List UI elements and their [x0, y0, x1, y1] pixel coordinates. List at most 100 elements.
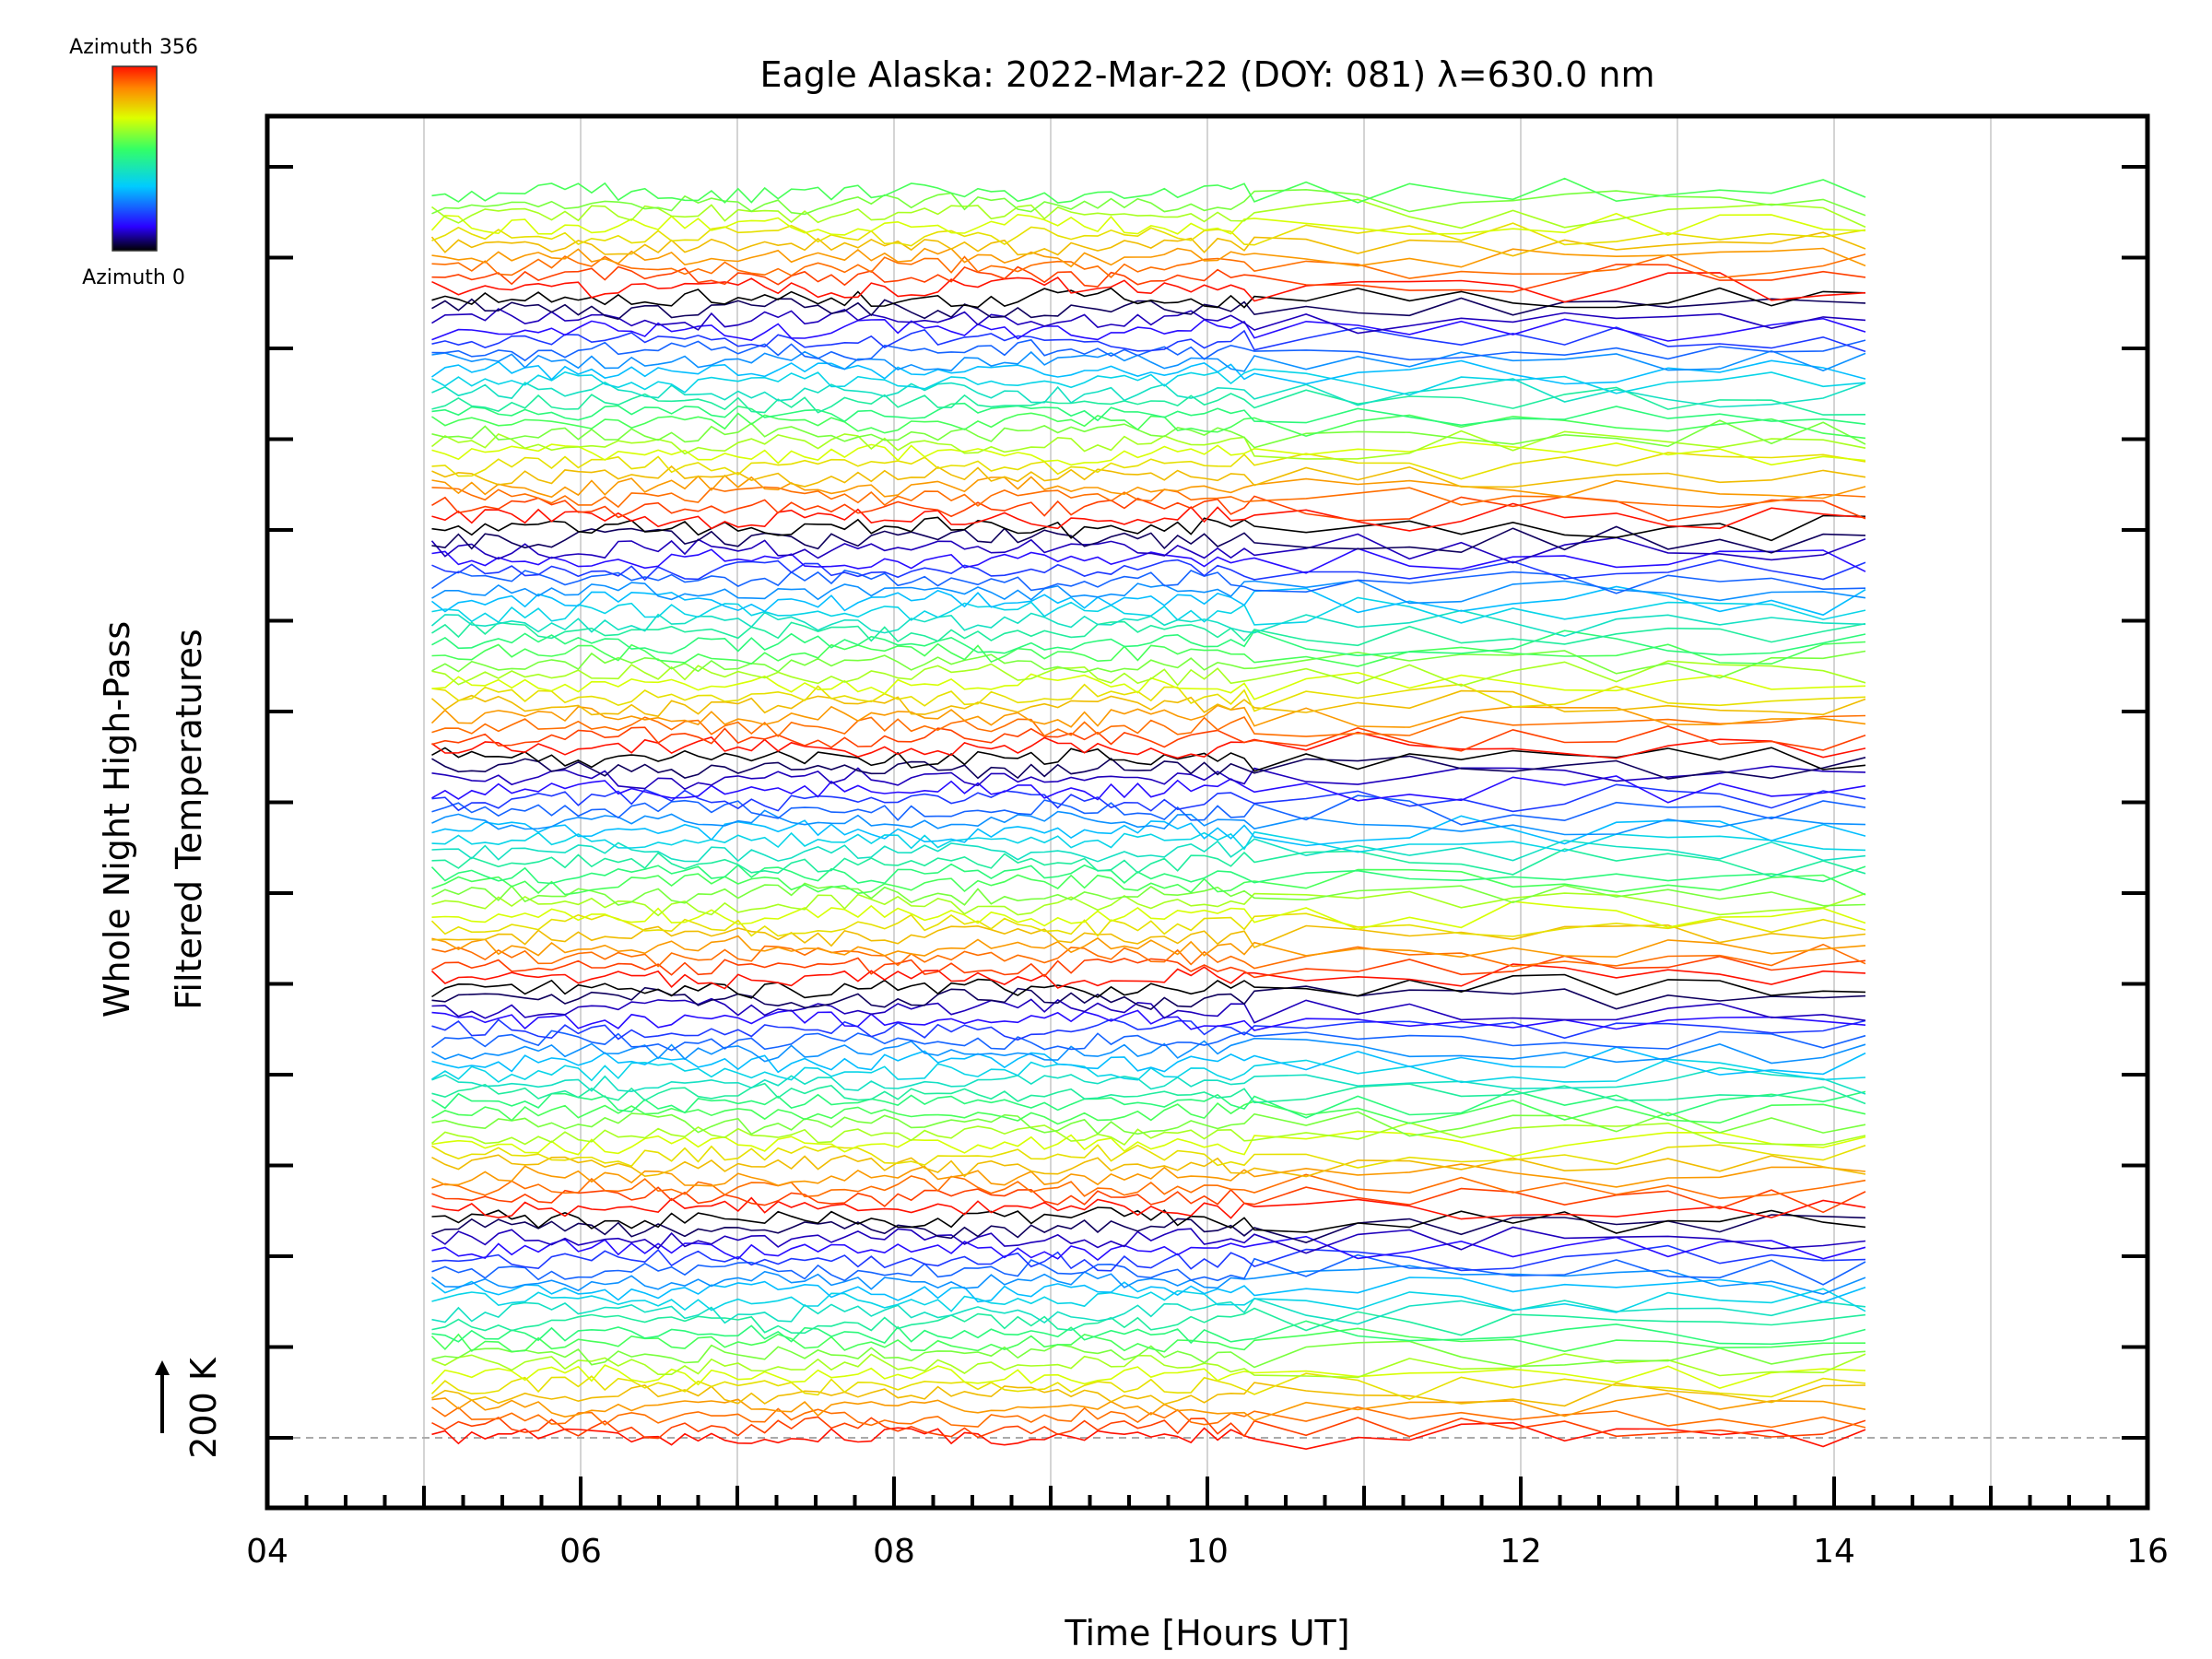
- trace-line: [430, 212, 1866, 236]
- trace-line: [431, 1226, 1866, 1254]
- trace-line: [431, 198, 1866, 229]
- trace-line: [431, 1265, 1866, 1295]
- trace-line: [431, 1235, 1866, 1262]
- trace-line: [431, 725, 1866, 752]
- trace-line: [431, 1393, 1866, 1421]
- trace-line: [431, 495, 1866, 522]
- trace-line: [431, 755, 1866, 780]
- trace-line: [431, 830, 1866, 853]
- trace-line: [431, 731, 1866, 759]
- trace-line: [431, 596, 1866, 626]
- colorbar-gradient: [112, 65, 158, 252]
- trace-line: [431, 1111, 1866, 1137]
- trace-line: [431, 559, 1866, 582]
- trace-line: [431, 848, 1866, 877]
- trace-line: [431, 502, 1866, 532]
- trace-line: [431, 452, 1866, 480]
- trace-line: [431, 650, 1866, 679]
- trace-line: [431, 973, 1866, 999]
- trace-line: [431, 338, 1866, 362]
- trace-line: [431, 924, 1866, 949]
- trace-line: [431, 838, 1866, 863]
- x-tick-label: 08: [873, 1533, 915, 1571]
- axis-ticks: [265, 165, 2149, 1508]
- trace-line: [431, 1154, 1866, 1178]
- trace-line: [431, 783, 1866, 813]
- trace-line: [430, 863, 1866, 885]
- x-tick-label: 16: [2126, 1533, 2169, 1571]
- trace-line: [431, 1340, 1866, 1369]
- scale-arrow: [155, 1360, 170, 1433]
- trace-line: [431, 1196, 1866, 1220]
- trace-line: [431, 1009, 1866, 1031]
- trace-line: [431, 368, 1866, 396]
- trace-line: [431, 188, 1866, 217]
- trace-line: [431, 326, 1866, 353]
- trace-line: [431, 402, 1866, 427]
- x-axis-label: Time [Hours UT]: [1064, 1613, 1349, 1653]
- trace-line: [431, 683, 1866, 712]
- scale-marker-label: 200 K: [183, 1357, 224, 1459]
- trace-line: [431, 955, 1866, 979]
- x-tick-label: 04: [246, 1533, 288, 1571]
- trace-line: [430, 963, 1866, 990]
- trace-line: [430, 704, 1866, 728]
- colorbar-top-label: Azimuth 356: [69, 36, 198, 59]
- trace-line: [431, 1382, 1866, 1407]
- chart-title: Eagle Alaska: 2022-Mar-22 (DOY: 081) λ=6…: [759, 54, 1654, 95]
- trace-line: [431, 1100, 1866, 1125]
- trace-line: [431, 386, 1866, 416]
- trace-line: [431, 1206, 1866, 1234]
- trace-line: [431, 264, 1866, 293]
- trace-line: [431, 486, 1866, 509]
- trace-line: [431, 272, 1866, 303]
- trace-line: [431, 1037, 1866, 1065]
- y-axis-label-line1: Whole Night High-Pass: [97, 621, 137, 1018]
- trace-line: [431, 1214, 1866, 1243]
- trace-line: [431, 308, 1866, 335]
- trace-line: [431, 222, 1866, 247]
- trace-line: [431, 1046, 1866, 1076]
- trace-line: [431, 660, 1866, 687]
- trace-line: [431, 671, 1866, 700]
- trace-line: [431, 429, 1866, 460]
- trace-line: [431, 815, 1866, 847]
- colorbar: Azimuth 356 Azimuth 0: [69, 36, 198, 289]
- trace-line: [431, 1018, 1866, 1041]
- trace-line: [431, 474, 1866, 500]
- trace-line: [431, 1353, 1866, 1379]
- trace-line: [431, 579, 1866, 605]
- trace-line: [430, 533, 1866, 564]
- trace-line: [431, 419, 1866, 449]
- trace-line: [431, 890, 1866, 917]
- trace-line: [431, 1421, 1866, 1451]
- y-axis-label-line2: Filtered Temperatures: [169, 629, 209, 1009]
- x-tick-label: 10: [1186, 1533, 1229, 1571]
- trace-line: [431, 882, 1866, 907]
- x-tick-labels: 04 06 08 10 12 14 16: [246, 1533, 2169, 1571]
- trace-line: [431, 1297, 1866, 1325]
- x-tick-label: 06: [559, 1533, 602, 1571]
- trace-line: [430, 609, 1866, 638]
- trace-line: [430, 231, 1866, 257]
- trace-line: [430, 1372, 1866, 1401]
- trace-line: [431, 935, 1866, 959]
- trace-line: [431, 714, 1866, 737]
- trace-line: [431, 1066, 1866, 1095]
- trace-line: [431, 765, 1866, 791]
- trace-line: [431, 641, 1866, 667]
- trace-line: [431, 359, 1866, 385]
- trace-line: [431, 1406, 1866, 1429]
- trace-line: [431, 1058, 1866, 1084]
- trace-line: [431, 1089, 1866, 1119]
- trace-line: [431, 378, 1866, 408]
- trace-line: [431, 1277, 1866, 1303]
- trace-line: [431, 900, 1866, 931]
- x-tick-label: 12: [1500, 1533, 1542, 1571]
- trace-line: [431, 775, 1866, 804]
- trace-line: [431, 547, 1866, 574]
- trace-line: [431, 1320, 1866, 1346]
- trace-line: [431, 1416, 1866, 1440]
- trace-line: [431, 1082, 1866, 1105]
